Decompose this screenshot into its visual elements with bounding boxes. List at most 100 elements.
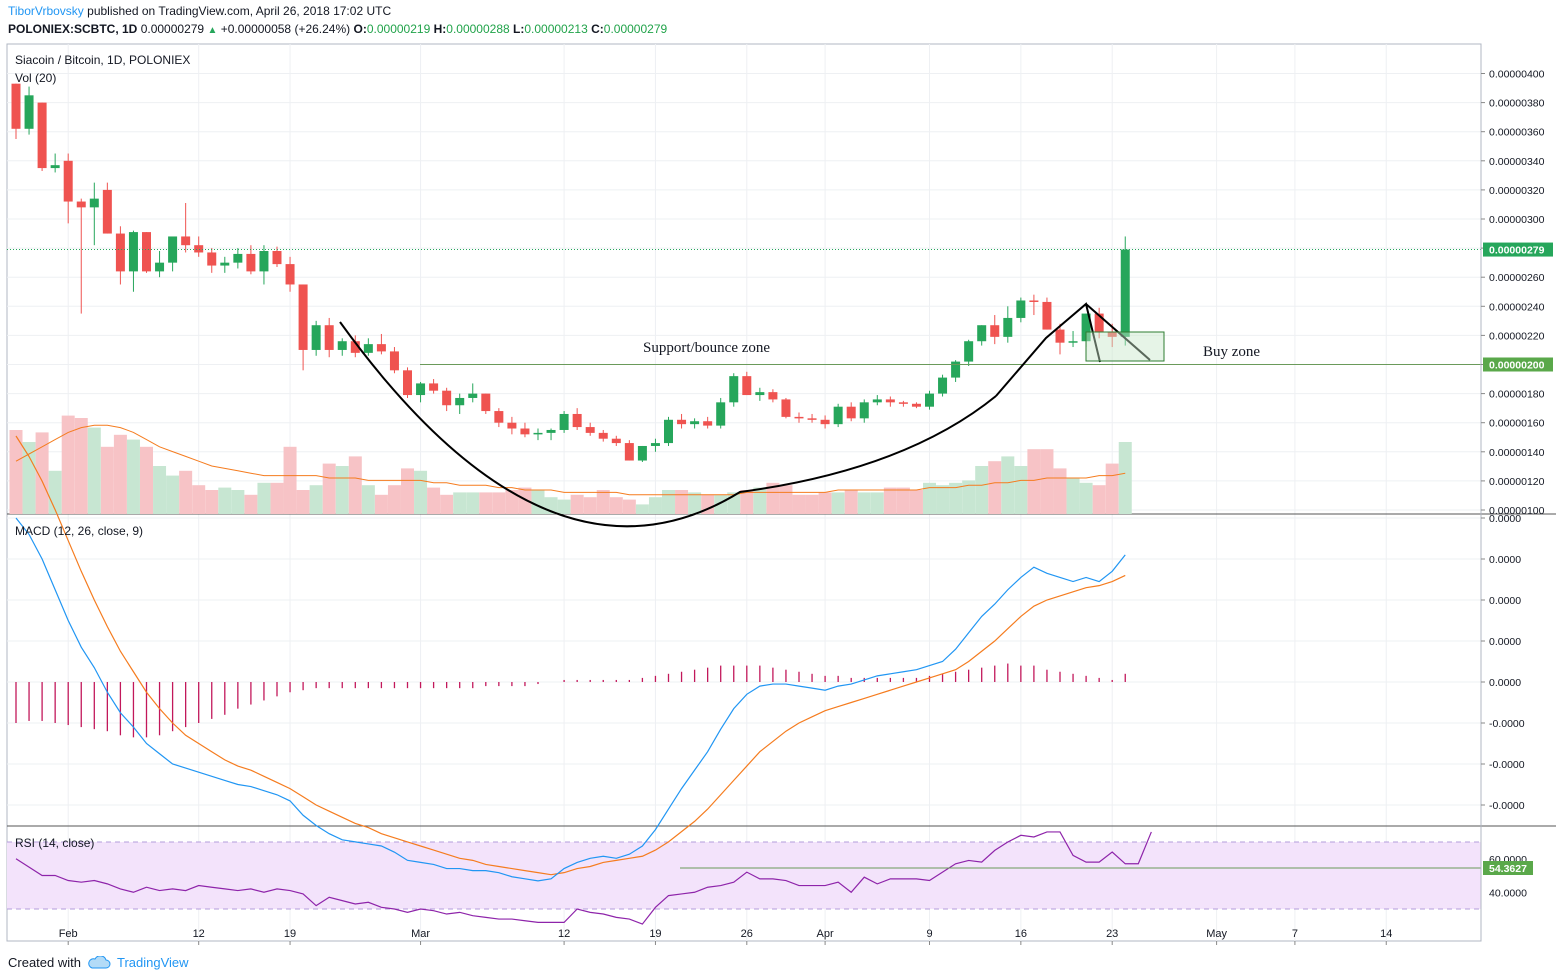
candle [755, 387, 765, 401]
high-label: H: [433, 22, 447, 36]
price-tick-label: 0.00000120 [1489, 476, 1545, 488]
candle [925, 390, 934, 410]
candle [76, 198, 86, 314]
candle-body [494, 411, 504, 423]
support-price-tag: 0.00000200 [1489, 360, 1545, 372]
candle-body [194, 245, 204, 253]
candle-body [990, 325, 1000, 337]
candle [337, 338, 347, 356]
low-value: 0.00000213 [524, 22, 588, 36]
volume-bar [805, 494, 819, 514]
candle-body [1055, 329, 1065, 343]
candle [298, 284, 308, 371]
volume-bar [622, 499, 636, 514]
time-tick-label: 12 [558, 928, 570, 940]
macd-tick-label: 0.0000 [1489, 677, 1521, 689]
candle [1003, 306, 1013, 343]
candle-body [690, 421, 700, 425]
macd-tick-label: -0.0000 [1489, 718, 1525, 730]
support-zone-annotation: Support/bounce zone [643, 340, 770, 356]
volume-bar [296, 490, 310, 514]
price-axes: 0.00000100 0.00000120 0.00000140 0.00000160… [1480, 44, 1553, 941]
candle-body [246, 253, 256, 272]
candle [207, 248, 217, 273]
candle [89, 182, 99, 246]
candle-body [925, 393, 934, 407]
time-tick-label: May [1206, 928, 1227, 940]
candle-body [37, 102, 47, 169]
volume-bar [61, 415, 75, 514]
volume-bar [48, 470, 62, 514]
tradingview-link[interactable]: TradingView [116, 955, 189, 970]
candle-body [481, 393, 491, 412]
author-link[interactable]: TiborVrbovsky [8, 4, 84, 18]
candle [559, 411, 569, 433]
buy-zone-annotation: Buy zone [1203, 344, 1260, 360]
volume-bar [648, 497, 662, 514]
volume-bar [492, 492, 506, 514]
candle-body [768, 392, 778, 400]
candle-body [664, 419, 673, 444]
candle-body [337, 341, 347, 350]
candle [416, 381, 426, 403]
candle-body [807, 418, 817, 420]
volume-label: Vol (20) [15, 71, 56, 85]
candle [102, 182, 112, 234]
chart-canvas[interactable]: 0.00000100 0.00000120 0.00000140 0.00000160… [0, 0, 1559, 950]
candle-body [181, 236, 191, 246]
candle [833, 403, 843, 428]
price-tick-label: 0.00000300 [1489, 214, 1545, 226]
candle-body [429, 383, 439, 391]
candles[interactable] [11, 83, 1130, 462]
volume-bar [322, 463, 336, 514]
volume-bars [9, 415, 1132, 514]
candle-body [977, 325, 987, 342]
macd-pane-title: MACD (12, 26, close, 9) [15, 524, 143, 538]
cup-curve [339, 321, 997, 528]
candle [820, 415, 830, 429]
candle-body [572, 413, 582, 428]
candle [624, 440, 634, 461]
created-with-label: Created with [8, 955, 81, 970]
volume-bar [205, 490, 219, 514]
volume-ma-line [15, 424, 1126, 496]
volume-bar [1105, 463, 1119, 514]
candle-body [324, 325, 334, 350]
candle [938, 374, 948, 397]
candle-body [1029, 300, 1039, 302]
candle-body [63, 160, 73, 202]
support-price-tag-bg [1483, 357, 1553, 372]
rsi-pane-title: RSI (14, close) [15, 836, 94, 850]
candle-body [794, 416, 804, 419]
candle [846, 402, 856, 422]
candle [1029, 294, 1039, 316]
volume-bar [153, 466, 167, 514]
rsi-band [7, 841, 1481, 910]
candle [781, 397, 791, 419]
volume-bar [126, 439, 140, 514]
volume-bar [466, 492, 480, 514]
candle-body [1120, 249, 1130, 337]
volume-bar [87, 427, 101, 514]
rsi-band-fill [7, 842, 1481, 909]
candle [911, 402, 921, 409]
buy-zone-box [1085, 331, 1165, 362]
candle [1094, 307, 1104, 339]
candle-body [742, 376, 752, 396]
candle [637, 445, 647, 462]
candle [650, 438, 660, 452]
price-tick-label: 0.00000380 [1489, 98, 1545, 110]
macd-tick-label: -0.0000 [1489, 800, 1525, 812]
candle-body [911, 403, 921, 407]
candle-body [1003, 317, 1013, 337]
volume-bar [113, 434, 127, 514]
volume-bar [74, 418, 88, 514]
price-tick-label: 0.00000320 [1489, 185, 1545, 197]
volume-bar [1001, 456, 1015, 514]
volume-bar [387, 485, 401, 514]
volume-bar [570, 494, 584, 514]
price-tick-label: 0.00000180 [1489, 389, 1545, 401]
volume-bar [231, 490, 245, 514]
price-tick-label: 0.00000400 [1489, 69, 1545, 81]
time-axis: Feb 12 19 Mar 12 19 26 Apr 9 16 23 May 7 14 [59, 928, 1392, 945]
